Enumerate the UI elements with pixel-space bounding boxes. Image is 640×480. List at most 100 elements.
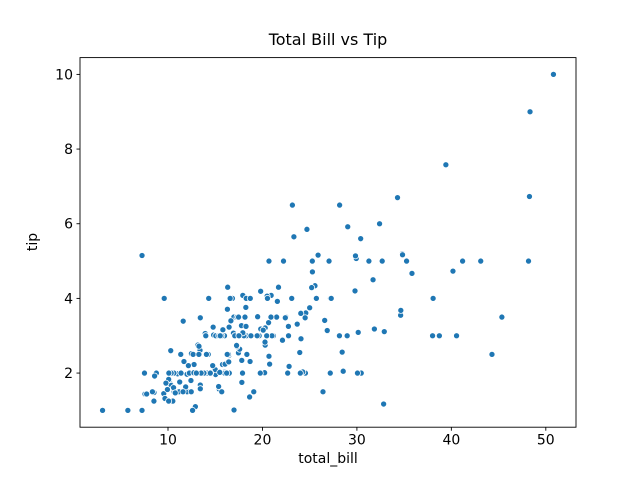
data-point bbox=[148, 388, 156, 396]
data-point bbox=[160, 294, 168, 302]
data-point bbox=[99, 406, 106, 414]
data-point bbox=[288, 294, 296, 302]
data-point bbox=[223, 305, 231, 313]
data-point bbox=[256, 369, 264, 377]
data-point bbox=[297, 309, 305, 317]
data-point bbox=[165, 397, 173, 405]
data-point bbox=[219, 326, 227, 334]
data-point bbox=[297, 335, 305, 343]
data-point bbox=[247, 332, 255, 340]
data-point bbox=[296, 349, 304, 356]
data-point bbox=[284, 369, 292, 377]
data-point bbox=[179, 317, 187, 325]
data-point bbox=[233, 341, 241, 349]
data-point bbox=[394, 194, 401, 202]
data-point bbox=[369, 276, 377, 284]
data-point bbox=[321, 316, 329, 324]
data-point bbox=[429, 294, 437, 302]
data-point bbox=[335, 332, 343, 340]
data-point bbox=[196, 385, 204, 393]
data-point bbox=[403, 257, 411, 265]
data-point bbox=[301, 314, 309, 322]
x-tick-label: 40 bbox=[442, 433, 460, 449]
data-point bbox=[442, 161, 450, 169]
data-point bbox=[177, 350, 185, 358]
data-point bbox=[303, 225, 311, 233]
data-point bbox=[209, 362, 217, 370]
data-point bbox=[265, 352, 273, 360]
data-point bbox=[336, 201, 344, 209]
data-point bbox=[296, 369, 304, 377]
data-point bbox=[242, 322, 250, 330]
data-point bbox=[380, 400, 388, 408]
data-point bbox=[177, 369, 185, 377]
data-point bbox=[189, 350, 197, 358]
data-point bbox=[225, 323, 233, 331]
data-point bbox=[223, 350, 231, 358]
data-point bbox=[308, 284, 316, 292]
data-point bbox=[449, 267, 457, 275]
data-point bbox=[275, 283, 282, 291]
data-point bbox=[254, 313, 262, 321]
data-point bbox=[435, 332, 443, 340]
data-point bbox=[344, 223, 352, 231]
data-point bbox=[380, 328, 388, 336]
y-axis-label: tip bbox=[25, 232, 41, 252]
data-point bbox=[246, 393, 254, 401]
data-point bbox=[150, 397, 158, 405]
data-point bbox=[238, 378, 246, 386]
data-point bbox=[477, 257, 485, 265]
data-point bbox=[273, 313, 281, 321]
data-point bbox=[525, 257, 532, 265]
data-point bbox=[319, 388, 327, 396]
data-point bbox=[216, 332, 224, 340]
data-point bbox=[218, 388, 226, 396]
data-point bbox=[352, 252, 359, 260]
data-point bbox=[143, 390, 151, 398]
data-point bbox=[284, 322, 292, 330]
data-point bbox=[339, 367, 347, 375]
x-tick-label: 30 bbox=[348, 433, 366, 449]
data-point bbox=[124, 406, 132, 414]
data-point bbox=[205, 294, 213, 302]
data-point bbox=[378, 257, 386, 265]
data-point bbox=[151, 372, 159, 380]
data-point bbox=[285, 362, 293, 370]
y-tick-label: 4 bbox=[64, 291, 73, 307]
y-tick-label: 10 bbox=[55, 67, 73, 83]
data-point bbox=[202, 350, 210, 358]
data-point bbox=[230, 406, 238, 414]
data-point bbox=[281, 314, 289, 322]
data-point bbox=[239, 369, 246, 377]
data-point bbox=[285, 332, 292, 340]
data-point bbox=[312, 294, 320, 302]
data-point bbox=[526, 108, 534, 116]
data-point bbox=[223, 369, 231, 377]
data-point bbox=[225, 358, 233, 366]
data-point bbox=[365, 257, 373, 265]
data-point bbox=[241, 313, 249, 321]
chart-title: Total Bill vs Tip bbox=[268, 30, 388, 49]
data-point bbox=[259, 326, 267, 334]
data-point bbox=[195, 342, 203, 350]
data-point bbox=[257, 287, 265, 295]
data-point bbox=[192, 369, 200, 377]
data-point bbox=[266, 360, 274, 368]
data-point bbox=[176, 378, 184, 386]
data-point bbox=[165, 369, 173, 377]
data-point bbox=[179, 388, 187, 396]
y-tick-label: 2 bbox=[64, 366, 73, 382]
data-point bbox=[246, 294, 254, 302]
x-tick-label: 20 bbox=[254, 433, 272, 449]
data-point bbox=[498, 313, 506, 321]
data-point bbox=[408, 269, 416, 277]
data-point bbox=[273, 297, 281, 305]
data-point bbox=[209, 323, 217, 331]
data-point bbox=[323, 327, 331, 334]
data-point bbox=[354, 328, 362, 336]
data-point bbox=[250, 388, 258, 396]
data-point bbox=[459, 257, 467, 265]
data-point bbox=[308, 257, 316, 265]
data-point bbox=[163, 386, 171, 393]
